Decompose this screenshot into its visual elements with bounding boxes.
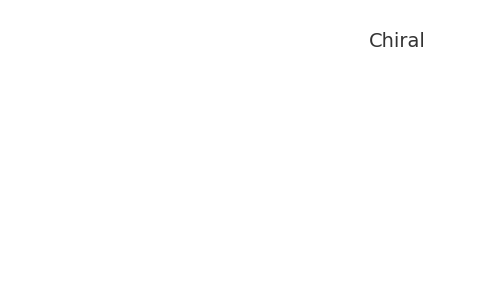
Text: Chiral: Chiral bbox=[369, 32, 426, 51]
